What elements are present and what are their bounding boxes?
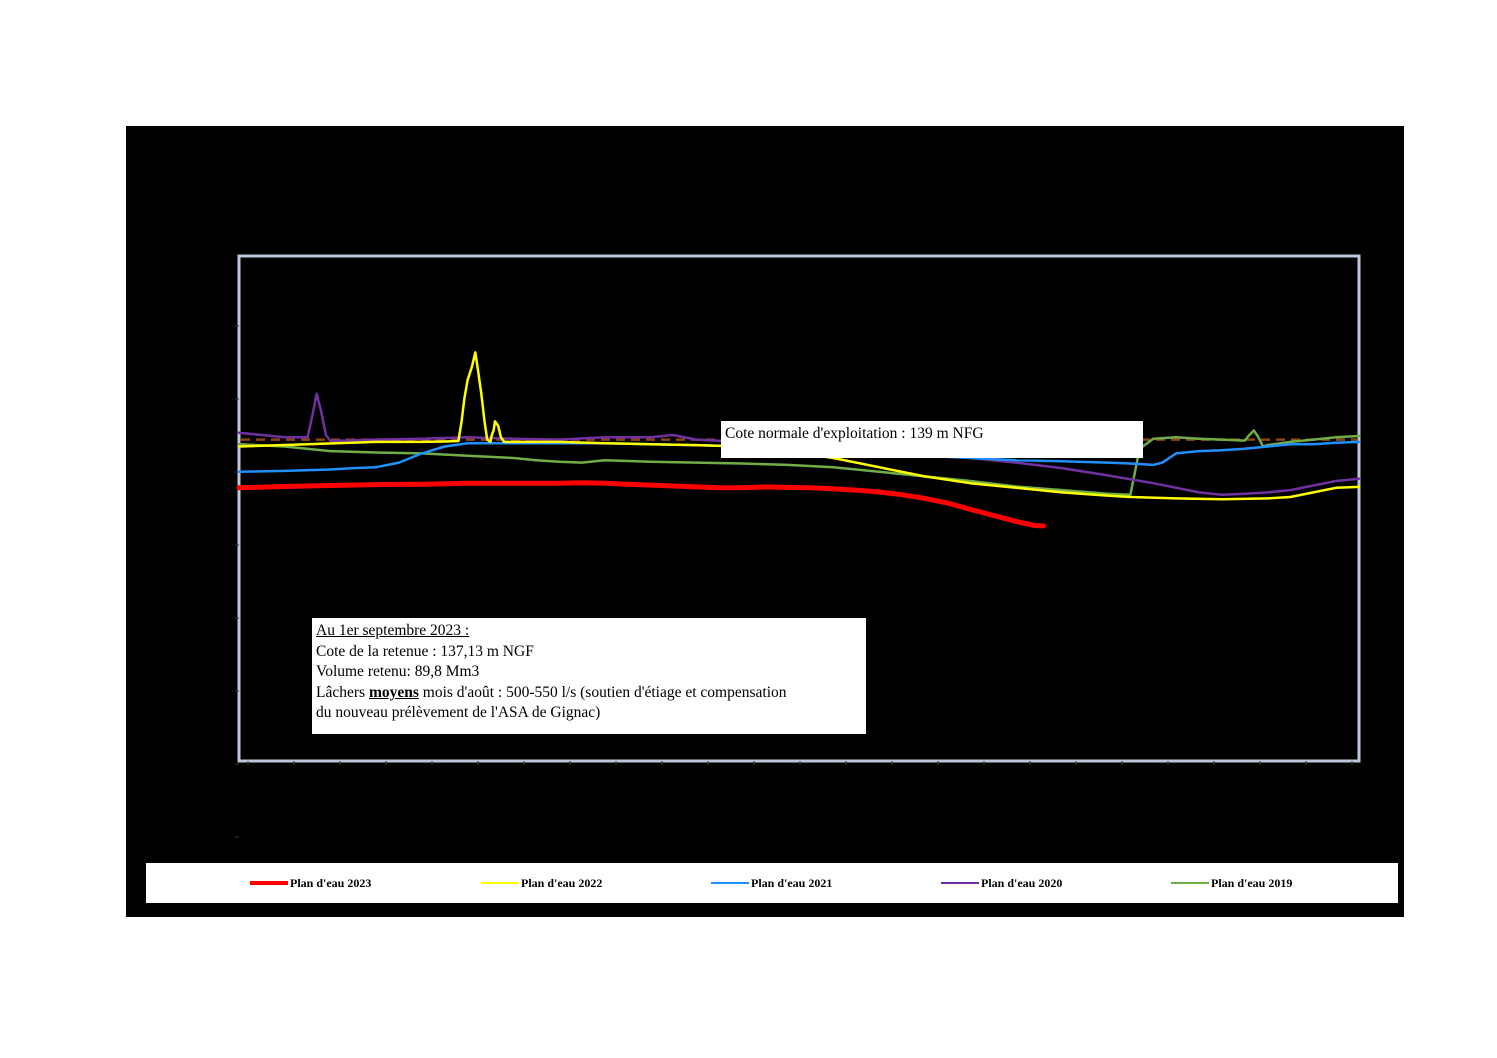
plot-area <box>235 254 1361 838</box>
legend-item-2021: Plan d'eau 2021 <box>711 863 832 903</box>
legend-swatch-2022 <box>481 882 519 884</box>
series-line-2020 <box>237 392 1361 496</box>
info-line-lachers-bold: moyens <box>368 683 419 701</box>
info-line-cote: Cote de la retenue : 137,13 m NGF <box>316 642 534 660</box>
legend-label-2021: Plan d'eau 2021 <box>751 875 833 890</box>
legend-swatch-2020 <box>941 882 979 884</box>
legend-label-2020: Plan d'eau 2020 <box>981 875 1063 890</box>
info-line-volume: Volume retenu: 89,8 Mm3 <box>316 663 480 680</box>
legend-swatch-2023 <box>250 881 288 885</box>
legend-swatch-2019 <box>1171 882 1209 884</box>
info-line-lachers: Lâchers moyens mois d'août : 500-550 l/s… <box>316 683 866 704</box>
info-title: Au 1er septembre 2023 : <box>316 622 470 639</box>
legend: Plan d'eau 2023 Plan d'eau 2022 Plan d'e… <box>146 863 1398 903</box>
info-annotation: Au 1er septembre 2023 : Cote de la reten… <box>312 618 866 734</box>
series-line-2022 <box>237 351 1361 501</box>
series-line-2023 <box>236 480 1047 529</box>
info-line-lachers-post: mois d'août : 500-550 l/s (soutien d'éti… <box>418 683 787 701</box>
info-line-lachers-pre: Lâchers <box>316 683 369 701</box>
cote-normale-annotation: Cote normale d'exploitation : 139 m NFG <box>721 421 1143 458</box>
legend-item-2022: Plan d'eau 2022 <box>481 863 602 903</box>
legend-item-2023: Plan d'eau 2023 <box>250 863 371 903</box>
chart-panel: Cote normale d'exploitation : 139 m NFG … <box>126 126 1404 917</box>
legend-label-2019: Plan d'eau 2019 <box>1211 875 1293 890</box>
legend-item-2019: Plan d'eau 2019 <box>1171 863 1292 903</box>
legend-item-2020: Plan d'eau 2020 <box>941 863 1062 903</box>
legend-label-2022: Plan d'eau 2022 <box>521 875 603 890</box>
info-line-asa: du nouveau prélèvement de l'ASA de Gigna… <box>316 704 601 721</box>
series-line-2019 <box>237 429 1361 496</box>
cote-normale-text: Cote normale d'exploitation : 139 m NFG <box>725 425 984 442</box>
legend-label-2023: Plan d'eau 2023 <box>290 875 372 890</box>
plot-border <box>237 254 1361 763</box>
legend-swatch-2021 <box>711 882 749 884</box>
